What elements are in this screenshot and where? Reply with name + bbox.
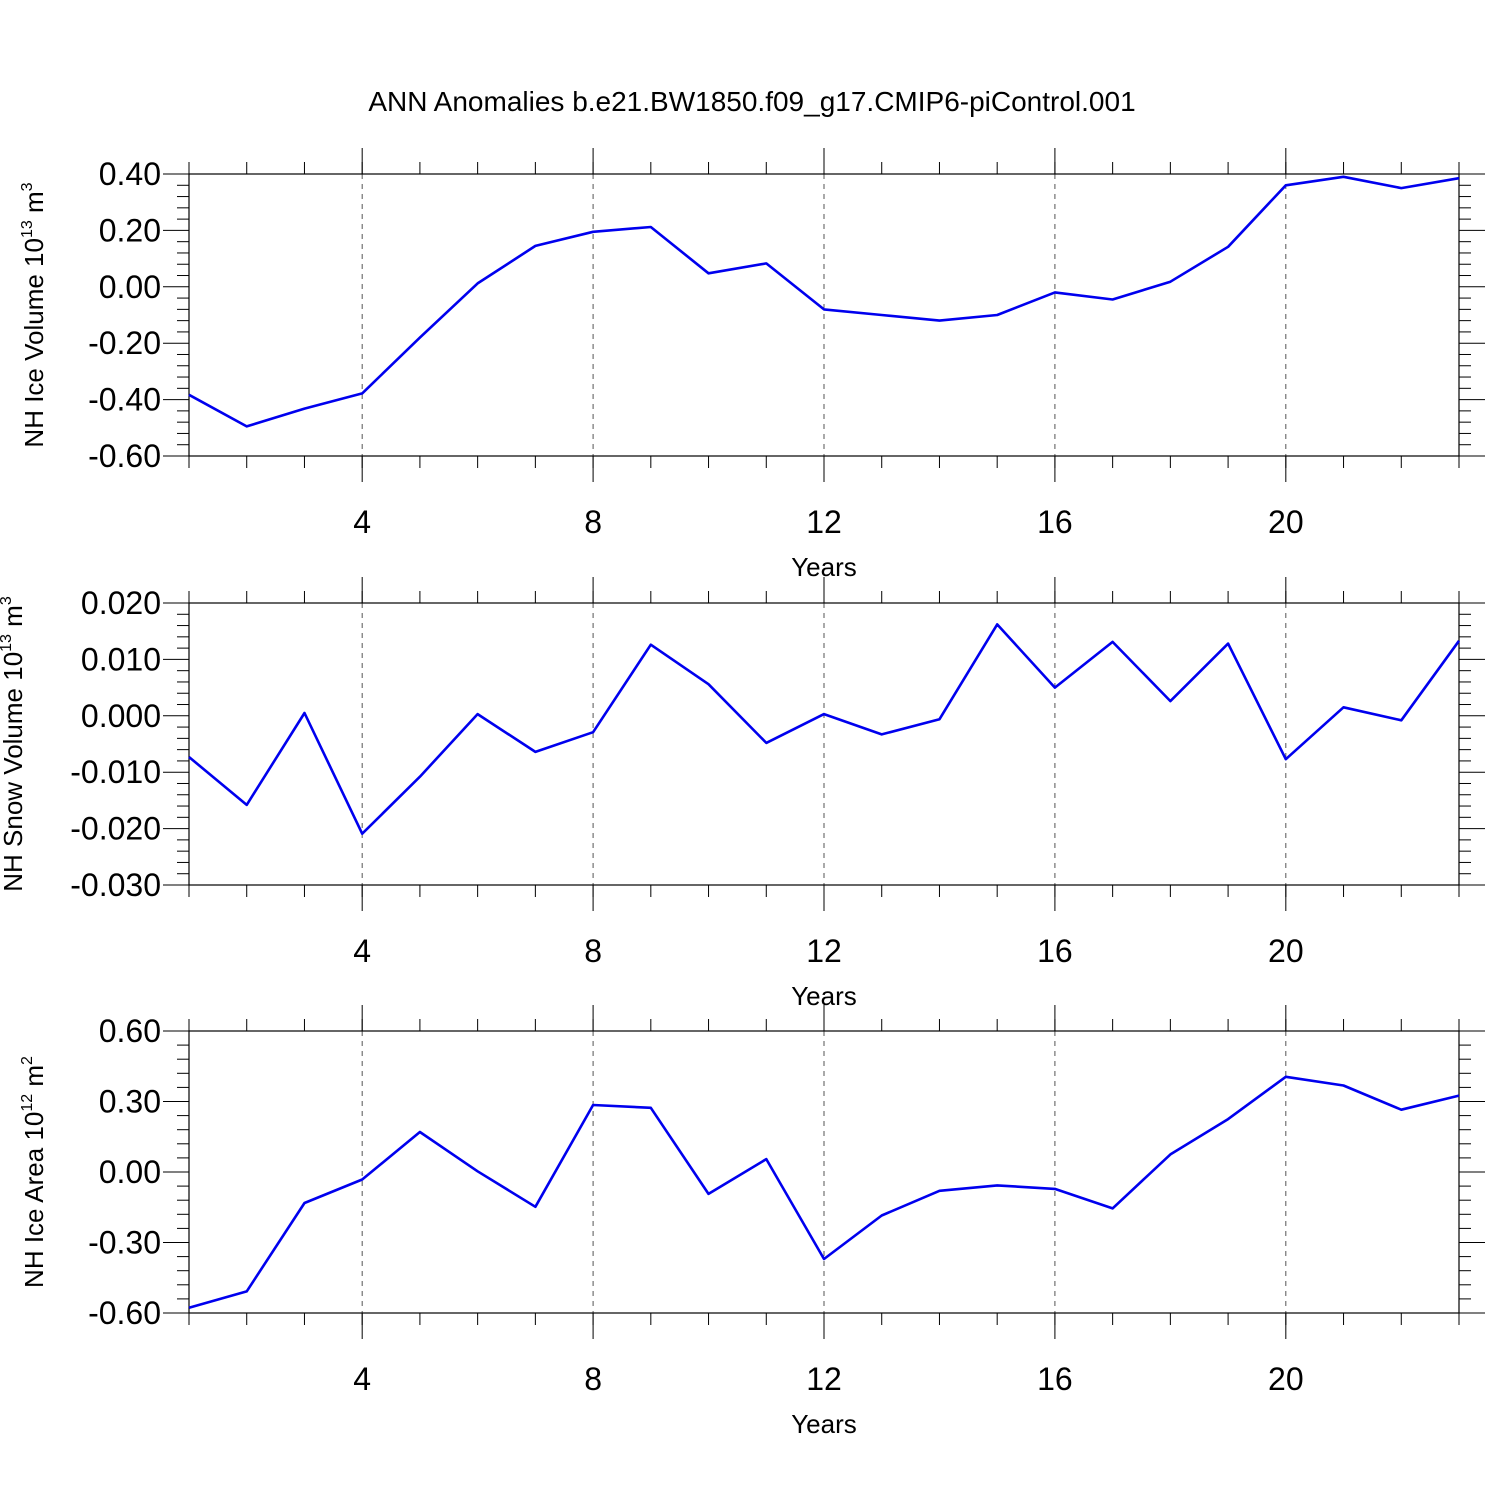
figure-title: ANN Anomalies b.e21.BW1850.f09_g17.CMIP6… (368, 86, 1135, 117)
y-tick-label: 0.60 (99, 1013, 161, 1049)
y-tick-label: 0.010 (81, 641, 161, 677)
y-axis-label: NH Ice Area 1012 m2 (19, 1056, 49, 1288)
x-tick-label: 8 (584, 504, 602, 540)
panel-snow-volume: NH Snow Volume 1013 m3 Years 48121620-0.… (0, 577, 1485, 1011)
plot-frame (188, 1030, 1460, 1314)
x-tick-label: 4 (353, 504, 371, 540)
panel-ice-area: NH Ice Area 1012 m2 Years 4 8 12 16 20 -0.60 -… (19, 1005, 1485, 1439)
x-tick-label: 20 (1268, 504, 1304, 540)
plot-frame (188, 602, 1460, 886)
x-tick-label: 12 (806, 1361, 842, 1397)
panel-ice-volume: NH Ice Volume 1013 m3 Years 4 8 12 16 20-0.6… (19, 148, 1485, 582)
y-tick-label: -0.60 (88, 438, 161, 474)
y-tick-label: 0.00 (99, 1154, 161, 1190)
x-tick-label: 20 (1268, 933, 1304, 969)
series-line (188, 175, 1460, 428)
y-tick-label: -0.40 (88, 382, 161, 418)
y-tick-label: -0.020 (70, 811, 161, 847)
x-tick-label: 12 (806, 933, 842, 969)
x-tick-label: 4 (353, 1361, 371, 1397)
y-tick-label: 0.000 (81, 698, 161, 734)
x-tick-label: 4 (353, 933, 371, 969)
x-tick-label: 8 (584, 933, 602, 969)
x-tick-label: 8 (584, 1361, 602, 1397)
x-tick-label: 12 (806, 504, 842, 540)
series-line (188, 623, 1461, 836)
x-tick-label: 20 (1268, 1361, 1304, 1397)
x-tick-label: 16 (1037, 504, 1073, 540)
y-tick-label: -0.60 (88, 1295, 161, 1331)
y-tick-label: -0.20 (88, 325, 161, 361)
plot-frame (188, 173, 1460, 457)
x-tick-label: 16 (1037, 933, 1073, 969)
y-tick-label: 0.20 (99, 212, 161, 248)
y-tick-label: -0.030 (70, 867, 161, 903)
x-tick-label: 16 (1037, 1361, 1073, 1397)
y-axis-label: NH Snow Volume 1013 m3 (0, 596, 28, 892)
y-tick-label: 0.020 (81, 585, 161, 621)
series-line (188, 1075, 1460, 1310)
y-axis-label: NH Ice Volume 1013 m3 (19, 182, 49, 447)
x-axis-label: Years (791, 1409, 857, 1439)
y-tick-label: 0.30 (99, 1084, 161, 1120)
y-tick-label: -0.30 (88, 1225, 161, 1261)
y-tick-label: 0.00 (99, 269, 161, 305)
y-tick-label: 0.40 (99, 156, 161, 192)
y-tick-label: -0.010 (70, 754, 161, 790)
